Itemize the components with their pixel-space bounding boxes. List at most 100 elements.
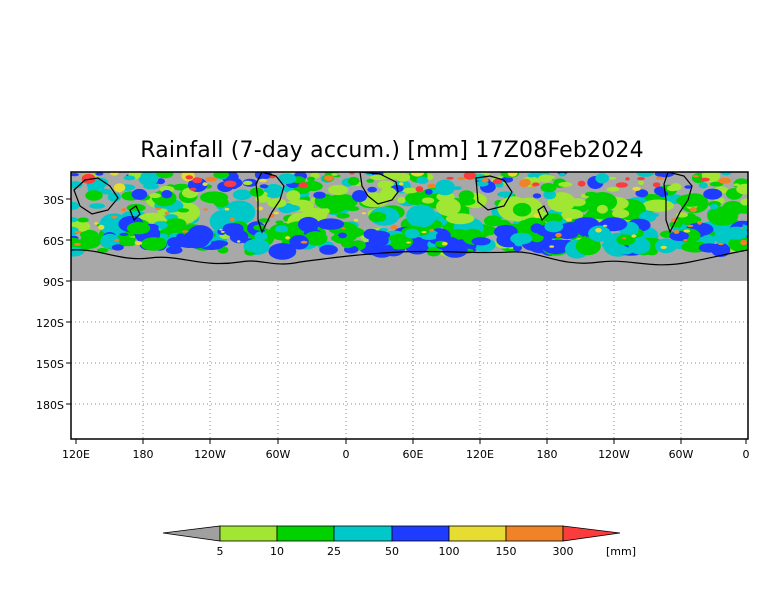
rain-cell [224, 207, 230, 211]
coastlines [71, 172, 748, 266]
rain-cell [71, 217, 78, 223]
rain-cell [71, 226, 79, 236]
rain-cell [625, 177, 630, 181]
rain-cell [100, 188, 112, 195]
rain-cell [123, 175, 136, 181]
rain-cell [263, 184, 284, 198]
rain-cell [406, 204, 437, 228]
rain-cell [178, 239, 193, 247]
rain-cell [655, 176, 664, 180]
rain-cell [313, 191, 326, 199]
rain-cell [575, 236, 601, 256]
rain-cell [496, 237, 514, 246]
colorbar-label: 10 [270, 545, 284, 558]
rain-cell [331, 235, 340, 242]
colorbar-segment [391, 525, 450, 542]
rain-cell [210, 240, 229, 247]
colorbar-segment [448, 525, 507, 542]
rain-cell [187, 225, 214, 245]
rain-cell [632, 186, 641, 191]
rain-cell [416, 176, 429, 184]
colorbar-segment-below-5 [162, 525, 221, 542]
rain-cell [638, 180, 645, 185]
rain-cell [637, 177, 645, 181]
y-tick-label: 90S [43, 276, 64, 289]
rain-cell [131, 188, 148, 200]
rain-cell [156, 178, 166, 185]
rain-cell [532, 193, 542, 199]
rain-cell [71, 173, 79, 177]
rain-cell [377, 180, 394, 190]
rain-cell [720, 172, 732, 176]
rain-cell [347, 176, 360, 186]
rain-cell [612, 209, 630, 219]
rain-cell [367, 186, 378, 193]
rain-cell [258, 178, 268, 183]
rain-cell [278, 173, 297, 185]
colorbar-segment [219, 525, 278, 542]
rain-cell [602, 224, 608, 227]
rain-cell [635, 189, 649, 198]
x-tick-label: 0 [343, 448, 350, 461]
rain-cell [436, 231, 448, 241]
rain-cell [683, 229, 691, 233]
rain-cell [237, 240, 241, 243]
rain-cell [533, 213, 540, 219]
rain-cell [577, 180, 586, 187]
rain-cell [319, 244, 338, 255]
x-tick-label: 120W [194, 448, 226, 461]
rain-cell [267, 198, 287, 208]
rain-cell [126, 222, 151, 235]
rain-cell [156, 172, 174, 179]
rain-cell [189, 187, 197, 191]
rain-cell [402, 187, 419, 194]
rain-cell [669, 231, 689, 241]
rain-cell [733, 183, 740, 187]
rain-cell [717, 242, 724, 246]
rain-cell [259, 184, 269, 189]
rain-cell [687, 224, 694, 228]
rain-cell [436, 197, 461, 217]
rain-cell [429, 228, 435, 232]
rain-cell [584, 191, 598, 197]
rain-cell [114, 238, 120, 242]
rain-cell [93, 177, 109, 188]
rain-cell [121, 208, 127, 212]
rain-cell [110, 215, 118, 219]
rain-cell [595, 173, 609, 184]
rain-cell [390, 224, 398, 230]
rain-cell [331, 173, 338, 176]
rain-cell [684, 185, 692, 189]
rain-cell [298, 182, 309, 189]
rain-cell [283, 204, 301, 212]
y-axis-labels: 30S 60S 90S 120S 150S 180S [36, 194, 64, 412]
rain-cell [616, 234, 636, 246]
rain-cell [435, 179, 455, 196]
rain-cell [530, 223, 543, 234]
rain-cell [159, 185, 175, 193]
rain-cell [269, 175, 276, 179]
rain-cell [134, 241, 143, 246]
rain-cell [463, 172, 477, 180]
rain-cell [740, 198, 748, 206]
rain-cell [205, 176, 218, 182]
rain-cell [203, 208, 209, 211]
rain-cell [395, 172, 411, 182]
rain-cell [540, 183, 557, 193]
rain-cell [297, 216, 320, 233]
rain-cell [707, 206, 739, 226]
rain-cell [74, 230, 82, 234]
y-tick-label: 120S [36, 317, 64, 330]
rain-cell [165, 246, 183, 255]
rain-cell [119, 232, 129, 236]
rain-cell [300, 240, 308, 244]
rain-cell [406, 241, 411, 244]
rain-cell [666, 185, 679, 192]
rain-cell [512, 202, 532, 217]
plot-frame [70, 171, 749, 440]
colorbar-unit: [mm] [606, 545, 636, 558]
rain-cell [673, 229, 680, 234]
map-title: Rainfall (7-day accum.) [mm] 17Z08Feb202… [140, 138, 644, 163]
rain-cell [340, 237, 355, 249]
